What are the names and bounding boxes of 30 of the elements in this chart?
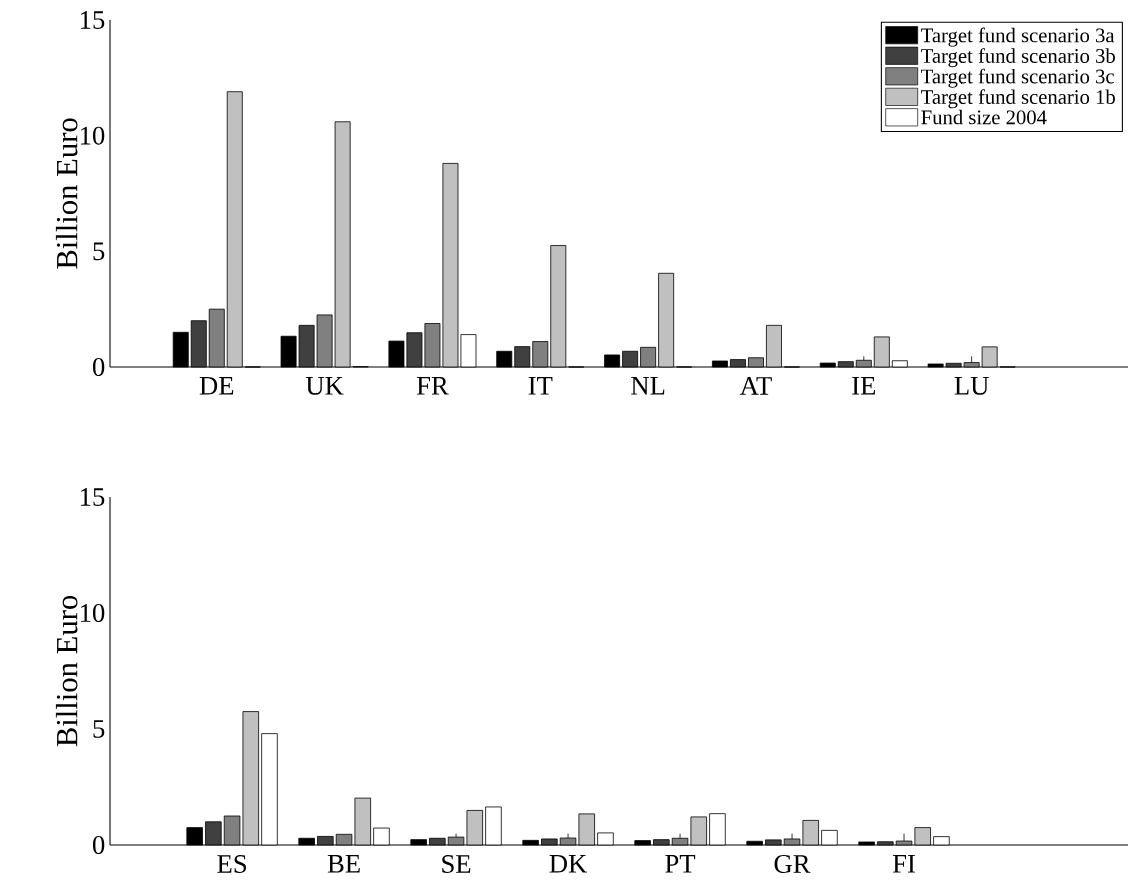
x-tick-label: GR: [774, 855, 811, 873]
y-tick-label: 10: [80, 126, 105, 145]
x-tick-label: ES: [217, 855, 246, 873]
y-tick-label: 0: [92, 357, 105, 376]
x-tick-label: IT: [528, 377, 553, 395]
y-tick-label: 0: [92, 835, 105, 854]
x-tick-label: FI: [892, 855, 915, 873]
legend-label: Fund size 2004: [921, 109, 1047, 125]
y-tick-label: 10: [80, 603, 105, 622]
y-tick-label: 5: [93, 242, 105, 261]
x-tick-label: NL: [631, 377, 665, 395]
x-tick-label: SE: [442, 855, 471, 873]
x-tick-label: LU: [954, 377, 989, 395]
y-tick-label: 15: [80, 11, 105, 29]
y-axis-title: Billion Euro: [55, 595, 78, 747]
legend-label: Target fund scenario 3a: [921, 27, 1115, 47]
x-tick-label: UK: [305, 377, 344, 395]
x-tick-label: IE: [852, 377, 876, 395]
y-tick-label: 15: [80, 488, 105, 506]
x-tick-label: DE: [199, 377, 234, 395]
x-tick-label: DK: [549, 855, 588, 873]
legend-label: Target fund scenario 1b: [921, 89, 1115, 109]
legend-label: Target fund scenario 3c: [921, 68, 1114, 88]
x-tick-label: PT: [665, 855, 696, 873]
x-tick-label: BE: [327, 855, 360, 873]
x-tick-label: FR: [416, 377, 449, 395]
y-tick-label: 5: [93, 720, 105, 738]
x-tick-label: AT: [739, 377, 772, 395]
y-axis-title: Billion Euro: [55, 118, 78, 269]
legend-label: Target fund scenario 3b: [921, 48, 1115, 68]
